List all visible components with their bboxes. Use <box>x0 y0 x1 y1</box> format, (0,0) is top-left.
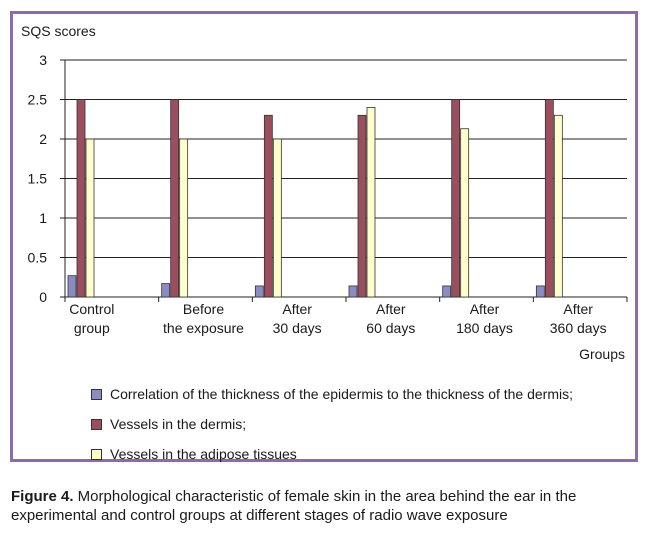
bar-chart: SQS scores 0 0.5 1 1.5 2 2.5 3 Control group Befor… <box>21 23 628 362</box>
legend-swatch <box>91 418 102 430</box>
bar-3-1 <box>85 138 95 298</box>
caption-label: Figure 4. <box>11 488 74 505</box>
x-tick-label: After <box>282 301 312 317</box>
y-tick-label: 2 <box>39 131 47 147</box>
bar-2-2 <box>170 99 180 298</box>
x-tick-label: After <box>376 301 406 317</box>
figure-frame: SQS scores 0 0.5 1 1.5 2 2.5 3 Control group Befor… <box>10 11 638 462</box>
x-tick-label: 360 days <box>550 320 607 336</box>
bar-1-6 <box>535 285 545 298</box>
x-tick-label: group <box>74 320 110 336</box>
legend-item: Correlation of the thickness of the epid… <box>91 384 573 404</box>
bar-2-1 <box>76 99 86 298</box>
y-tick-label: 0.5 <box>28 250 48 266</box>
bar-1-5 <box>442 285 452 298</box>
legend-swatch <box>91 388 102 400</box>
bar-1-1 <box>67 275 77 298</box>
x-tick-label: 60 days <box>366 320 415 336</box>
bar-2-5 <box>451 99 461 298</box>
x-tick-label: After <box>470 301 500 317</box>
bar-1-2 <box>161 283 171 298</box>
legend-item: Vessels in the adipose tissues <box>91 444 573 464</box>
bar-1-4 <box>348 285 358 298</box>
bar-2-6 <box>544 99 554 298</box>
x-tick-label: 30 days <box>273 320 322 336</box>
x-axis-label: Groups <box>579 346 625 362</box>
bar-3-3 <box>272 138 282 298</box>
bar-3-5 <box>460 128 470 298</box>
y-tick-label: 1.5 <box>28 171 48 187</box>
legend-label: Correlation of the thickness of the epid… <box>110 386 574 402</box>
legend-label: Vessels in the dermis; <box>110 416 247 432</box>
bar-2-4 <box>357 114 367 298</box>
x-tick-label: Before <box>183 301 224 317</box>
x-tick-label: Control <box>69 301 114 317</box>
y-tick-label: 1 <box>39 210 47 226</box>
bar-1-3 <box>254 285 264 298</box>
bar-3-4 <box>366 107 376 298</box>
x-tick-label: 180 days <box>456 320 513 336</box>
legend-label: Vessels in the adipose tissues <box>110 446 297 462</box>
y-axis-label: SQS scores <box>21 23 96 39</box>
legend-item: Vessels in the dermis; <box>91 414 573 434</box>
bar-3-6 <box>553 114 563 298</box>
legend-swatch <box>91 448 102 460</box>
y-tick-label: 0 <box>39 289 47 305</box>
figure-caption: Figure 4. Morphological characteristic o… <box>11 487 643 525</box>
y-tick-label: 3 <box>39 52 47 68</box>
caption-text: Morphological characteristic of female s… <box>11 488 577 524</box>
bar-3-2 <box>179 138 189 298</box>
legend: Correlation of the thickness of the epid… <box>91 384 573 474</box>
x-tick-label: the exposure <box>163 320 244 336</box>
bar-2-3 <box>263 114 273 298</box>
x-tick-label: After <box>563 301 593 317</box>
y-tick-label: 2.5 <box>28 92 48 108</box>
